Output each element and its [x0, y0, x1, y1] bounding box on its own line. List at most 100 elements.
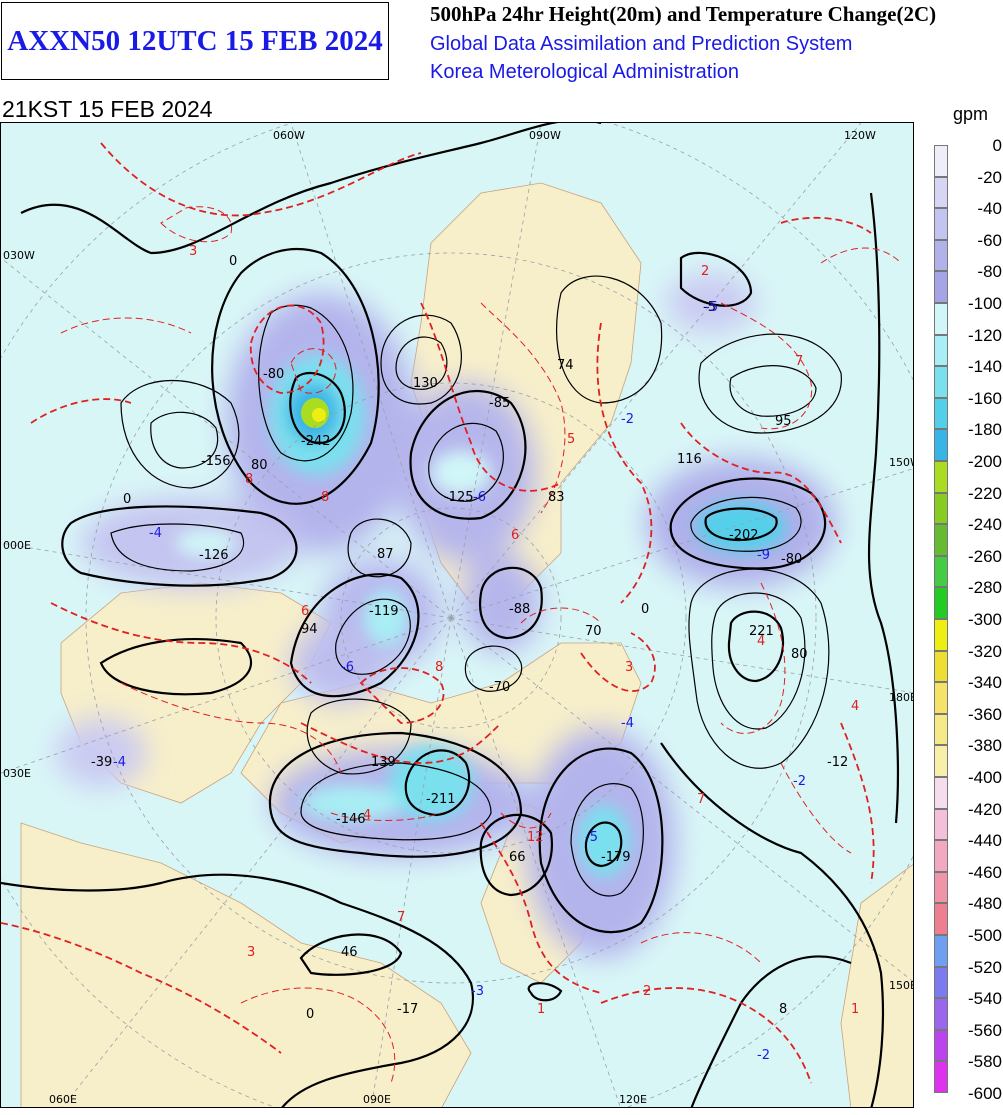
temp-center: 6 [511, 528, 519, 543]
graticule [1, 123, 913, 1107]
legend-level-label: -140 [967, 357, 1002, 377]
product-id-box: AXXN50 12UTC 15 FEB 2024 [1, 2, 389, 80]
height-center: 95 [775, 414, 792, 429]
height-center: -179 [601, 850, 631, 865]
legend-unit: gpm [953, 104, 989, 124]
temp-center: 4 [851, 699, 859, 714]
temp-center: -6 [473, 490, 486, 505]
height-center: -126 [199, 548, 229, 563]
legend-color-swatch [934, 303, 948, 335]
height-center: 94 [301, 622, 318, 637]
system-name: Global Data Assimilation and Prediction … [430, 33, 853, 55]
temp-center: -5 [585, 830, 598, 845]
height-center: 87 [377, 547, 394, 562]
legend-color-swatch [934, 1061, 948, 1093]
temp-center: -5 [705, 300, 718, 315]
temp-center: -2 [793, 774, 806, 789]
temp-center: 8 [245, 472, 253, 487]
height-center: -85 [489, 396, 510, 411]
temp-center: 3 [247, 945, 255, 960]
legend-level-label: -600 [967, 1084, 1002, 1103]
contour-label: -80 [781, 552, 802, 567]
legend-color-swatch [934, 682, 948, 714]
legend-color-swatch [934, 903, 948, 935]
temp-center: -2 [621, 412, 634, 427]
legend-color-swatch [934, 935, 948, 967]
legend-color-swatch [934, 271, 948, 303]
temp-center: 3 [625, 660, 633, 675]
legend-color-swatch [934, 176, 948, 209]
legend-level-label: -580 [967, 1052, 1002, 1072]
legend-level-label: -280 [967, 578, 1002, 598]
contour-label: 80 [791, 647, 808, 662]
lat-label-right-2: 150E [889, 979, 914, 992]
height-center: 139 [371, 755, 396, 770]
contour-label: 0 [641, 602, 649, 617]
temp-center: 7 [795, 354, 803, 369]
legend-level-label: -300 [967, 610, 1002, 629]
legend-level-label: -460 [967, 862, 1002, 882]
legend-color-swatch [934, 1029, 948, 1062]
legend-color-swatch [934, 619, 948, 651]
height-center: 221 [749, 624, 774, 639]
contour-label: 0 [229, 254, 237, 269]
temp-center: 7 [397, 910, 405, 925]
height-center: -202 [729, 528, 759, 543]
temperature-contours [1, 142, 902, 1084]
legend-color-swatch [934, 208, 948, 240]
legend-level-label: -260 [967, 546, 1002, 566]
legend-color-swatch [934, 713, 948, 746]
contour-value-labels: 0 -80 80 0 80 -80 0 0 [123, 254, 808, 1022]
legend-color-swatch [934, 492, 948, 525]
height-center: 83 [548, 490, 565, 505]
height-center: 46 [341, 945, 358, 960]
height-center: -211 [426, 792, 456, 807]
height-center: -12 [827, 755, 848, 770]
lon-label-top-1: 090W [529, 129, 561, 142]
contour-label: 0 [306, 1007, 314, 1022]
agency-name: Korea Meterological Administration [430, 61, 740, 83]
height-center: 130 [413, 376, 438, 391]
chart-title: 500hPa 24hr Height(20m) and Temperature … [430, 2, 937, 26]
map-canvas: 060W 090W 120W 060E 090E 120E 030W 000E … [1, 123, 914, 1107]
legend-level-label: -20 [977, 167, 1002, 187]
legend-level-label: -420 [967, 799, 1002, 819]
lon-label-bottom-0: 060E [49, 1093, 77, 1106]
temp-center: 5 [567, 432, 575, 447]
temp-center: 8 [321, 490, 329, 505]
legend-color-swatch [934, 555, 948, 588]
legend-color-swatch [934, 777, 948, 809]
legend-level-label: -440 [967, 831, 1002, 851]
legend-color-swatch [934, 966, 948, 999]
temp-center: 1 [537, 1002, 545, 1017]
temp-center: 2 [701, 264, 709, 279]
temp-center: 2 [643, 984, 651, 999]
height-center: -17 [397, 1002, 418, 1017]
legend-color-swatch [934, 397, 948, 430]
legend-level-label: -500 [967, 926, 1002, 945]
temp-center: 1 [851, 1002, 859, 1017]
legend-level-label: -120 [967, 325, 1002, 345]
height-center: -119 [369, 604, 399, 619]
legend-level-label: -160 [967, 388, 1002, 408]
lon-label-bottom-2: 120E [619, 1093, 647, 1106]
temp-center: 4 [363, 808, 371, 823]
legend-color-swatch [934, 998, 948, 1030]
contour-label: 80 [251, 458, 268, 473]
legend-color-swatch [934, 650, 948, 683]
legend-level-label: -560 [967, 1020, 1002, 1040]
legend-level-label: 0 [992, 136, 1002, 155]
contour-label: -80 [263, 367, 284, 382]
graticule-labels: 060W 090W 120W 060E 090E 120E 030W 000E … [3, 129, 914, 1106]
legend-color-swatch [934, 745, 948, 777]
legend-level-label: -240 [967, 515, 1002, 535]
temp-center: -3 [471, 984, 484, 999]
lon-label-top-2: 120W [844, 129, 876, 142]
lat-label-left-2: 030E [3, 767, 31, 780]
height-center: -5 [703, 300, 716, 315]
lon-label-bottom-1: 090E [363, 1093, 391, 1106]
legend-color-swatch [934, 334, 948, 367]
legend-color-swatch [934, 239, 948, 272]
temp-center: -6 [341, 660, 354, 675]
temp-center: 8 [435, 660, 443, 675]
